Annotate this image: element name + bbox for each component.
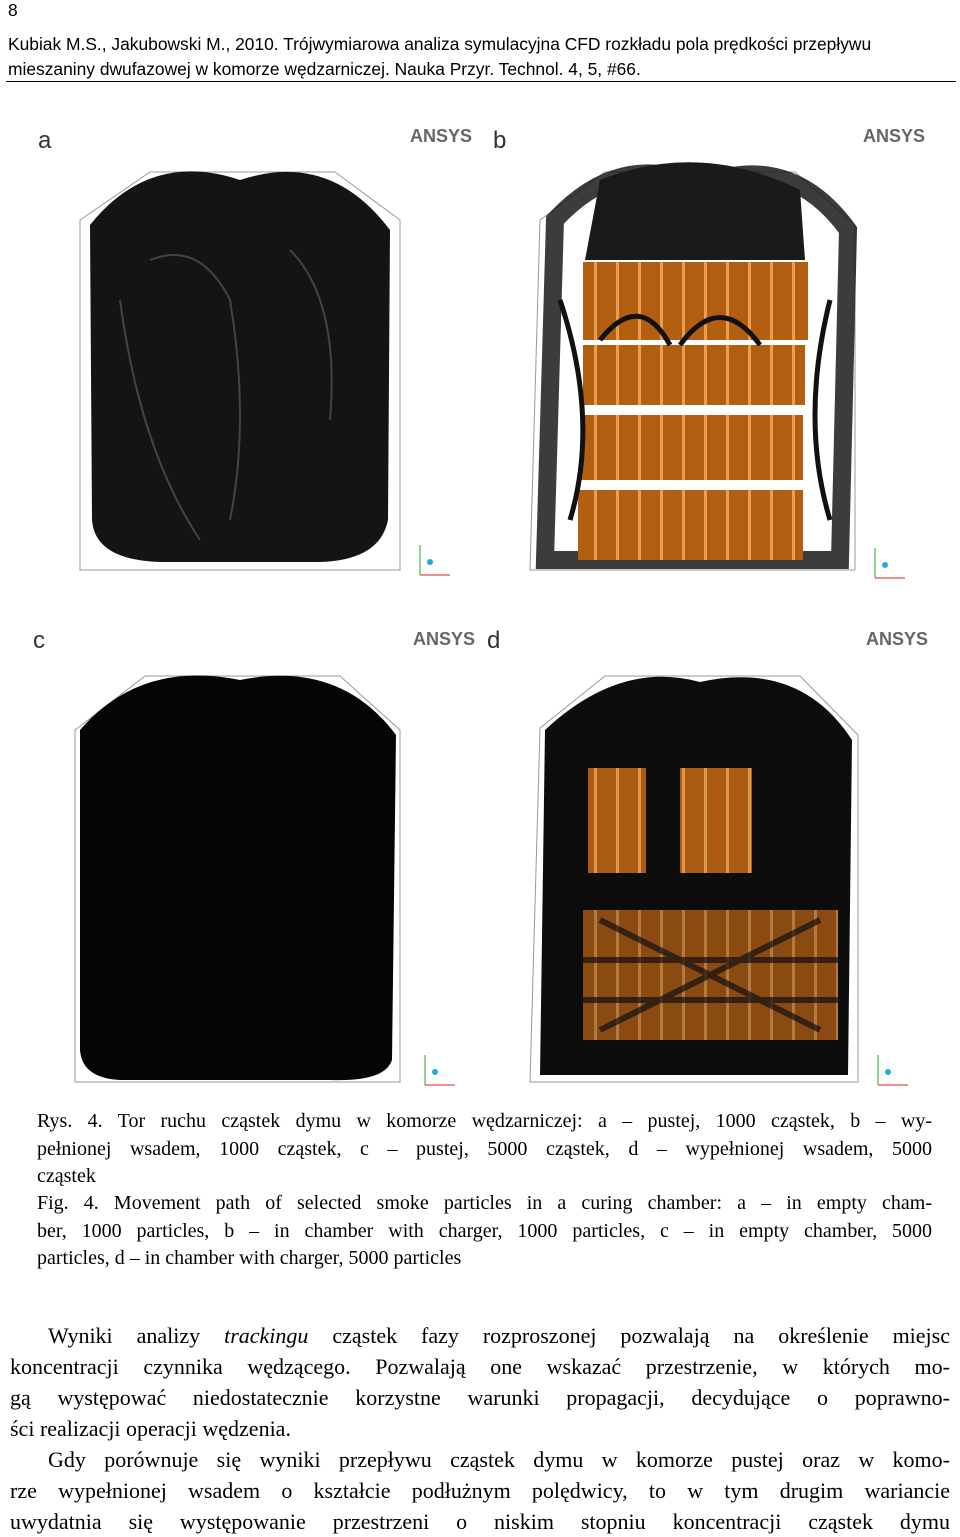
charge-block	[583, 345, 805, 405]
text: cząstek fazy rozproszonej pozwalają na o…	[308, 1323, 950, 1348]
ansys-logo: ANSYS	[863, 126, 925, 146]
panel-c	[74, 675, 455, 1086]
header-rule	[6, 81, 956, 82]
panel-d	[529, 675, 908, 1086]
paragraph: Wyniki analizy trackingu cząstek fazy ro…	[10, 1320, 950, 1537]
panel-label: c	[33, 627, 45, 654]
charge-block	[680, 768, 752, 873]
streamlines	[80, 675, 396, 1081]
caption-line: Rys. 4. Tor ruchu cząstek dymu w komorze…	[37, 1110, 932, 1132]
paragraph-line: Wyniki analizy trackingu cząstek fazy ro…	[10, 1320, 950, 1351]
ansys-logo: ANSYS	[413, 629, 475, 649]
paragraph-line: ści realizacji operacji wędzenia.	[10, 1416, 291, 1441]
caption-line: particles, d – in chamber with charger, …	[37, 1247, 462, 1270]
axis-triad	[424, 1055, 455, 1086]
panel-label: b	[493, 127, 506, 154]
streamline	[119, 249, 333, 541]
axis-triad	[877, 1055, 908, 1086]
caption-en: Fig. 4. Movement path of selected smoke …	[37, 1190, 932, 1273]
ansys-logo: ANSYS	[410, 126, 472, 146]
streamlines	[585, 162, 805, 260]
caption-line: cząstek	[37, 1165, 96, 1188]
citation: Kubiak M.S., Jakubowski M., 2010. Trójwy…	[8, 34, 872, 54]
ansys-logo: ANSYS	[866, 629, 928, 649]
paragraph-line: rze wypełnionej wsadem o kształcie podłu…	[10, 1478, 950, 1503]
charge-block	[581, 415, 803, 480]
paragraph-line: uwydatnia się występowanie przestrzeni o…	[10, 1509, 950, 1534]
axis-triad	[874, 548, 905, 579]
charge-block	[588, 768, 646, 873]
caption-line: Fig. 4. Movement path of selected smoke …	[37, 1192, 932, 1214]
paragraph-line: gą występować niedostatecznie korzystne …	[10, 1385, 950, 1410]
text: Wyniki analizy	[48, 1323, 225, 1348]
panel-a	[79, 171, 450, 576]
page-number: 8	[8, 0, 18, 20]
streamline	[557, 299, 833, 521]
streamlines	[90, 171, 390, 562]
streamline	[583, 917, 840, 1033]
charge-block	[578, 490, 803, 560]
citation: mieszaniny dwufazowej w komorze wędzarni…	[8, 59, 641, 79]
caption-pl: Rys. 4. Tor ruchu cząstek dymu w komorze…	[37, 1108, 932, 1191]
italic-term: trackingu	[224, 1323, 309, 1348]
axis-triad	[419, 545, 450, 576]
panel-label: d	[487, 627, 500, 654]
paragraph-line: Gdy porównuje się wyniki przepływu cząst…	[48, 1447, 950, 1472]
figure: a ANSYS b ANSYS c ANSYS d ANSYS	[33, 126, 928, 1086]
caption-line: pełnionej wsadem, 1000 cząstek, c – pust…	[37, 1137, 932, 1160]
caption-line: ber, 1000 particles, b – in chamber with…	[37, 1219, 932, 1242]
panel-label: a	[38, 127, 52, 154]
panel-b	[529, 162, 905, 579]
paragraph-line: koncentracji czynnika wędzącego. Pozwala…	[10, 1354, 950, 1379]
